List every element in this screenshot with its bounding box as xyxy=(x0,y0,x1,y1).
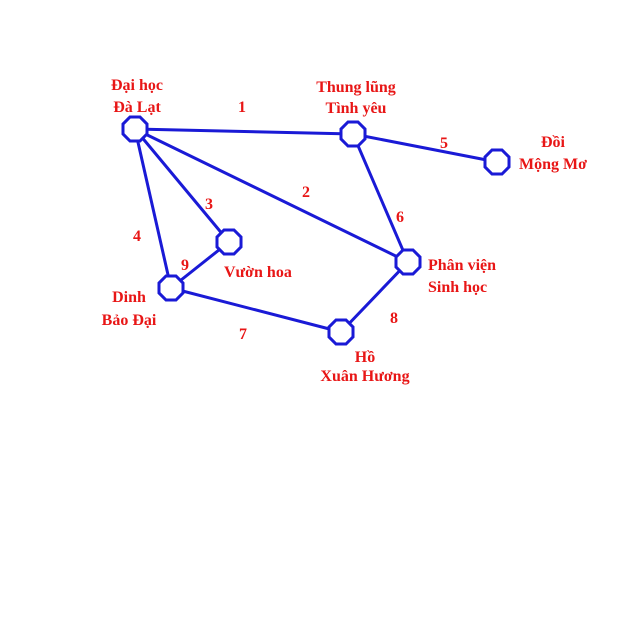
node-label-vuon-hoa: Vườn hoa xyxy=(224,264,292,281)
node-label-ho: Xuân Hương xyxy=(320,368,409,385)
edge-dai-hoc-vuon-hoa xyxy=(133,127,231,244)
edge-weight: 1 xyxy=(238,99,246,116)
node-labels-layer: Đại học Đà Lạt Thung lũng Tình yêu Đồi Mộng M… xyxy=(102,77,587,385)
node-label-dai-hoc: Đại học xyxy=(111,77,163,94)
edge-weight: 5 xyxy=(440,135,448,152)
edge-weight: 2 xyxy=(302,184,310,201)
edge-weight: 7 xyxy=(239,326,247,343)
node-label-thung-lung: Tình yêu xyxy=(326,100,387,117)
nodes-layer xyxy=(121,115,511,346)
edge-thung-lung-phan-vien xyxy=(351,132,410,264)
edge-ho-phan-vien xyxy=(339,260,410,334)
node-vuon-hoa xyxy=(215,228,243,256)
node-ho xyxy=(327,318,355,346)
node-doi xyxy=(483,148,511,176)
node-dinh xyxy=(157,274,185,302)
node-label-dai-hoc: Đà Lạt xyxy=(113,99,161,116)
edge-dinh-ho xyxy=(169,286,343,334)
node-phan-vien xyxy=(394,248,422,276)
edge-weight: 3 xyxy=(205,196,213,213)
edge-weight: 9 xyxy=(181,257,189,274)
edge-weight: 6 xyxy=(396,209,404,226)
node-label-doi: Mộng Mơ xyxy=(519,156,587,173)
node-label-ho: Hồ xyxy=(355,349,375,366)
node-label-phan-vien: Sinh học xyxy=(428,279,487,296)
node-thung-lung xyxy=(339,120,367,148)
node-label-phan-vien: Phân viện xyxy=(428,257,496,274)
edge-dai-hoc-dinh xyxy=(133,127,173,290)
node-dai-hoc xyxy=(121,115,149,143)
node-label-doi: Đồi xyxy=(541,134,566,151)
edge-thung-lung-doi xyxy=(351,132,499,164)
edge-weight: 4 xyxy=(133,228,141,245)
edge-dai-hoc-thung-lung xyxy=(133,127,355,136)
edge-dai-hoc-phan-vien xyxy=(133,127,410,264)
edge-weights-layer: 1 2 3 4 5 6 7 8 9 xyxy=(133,99,448,343)
node-label-dinh: Dinh xyxy=(112,289,146,306)
node-label-dinh: Bảo Đại xyxy=(102,312,157,329)
node-label-thung-lung: Thung lũng xyxy=(316,79,396,96)
edge-weight: 8 xyxy=(390,310,398,327)
edges-layer xyxy=(133,127,499,334)
